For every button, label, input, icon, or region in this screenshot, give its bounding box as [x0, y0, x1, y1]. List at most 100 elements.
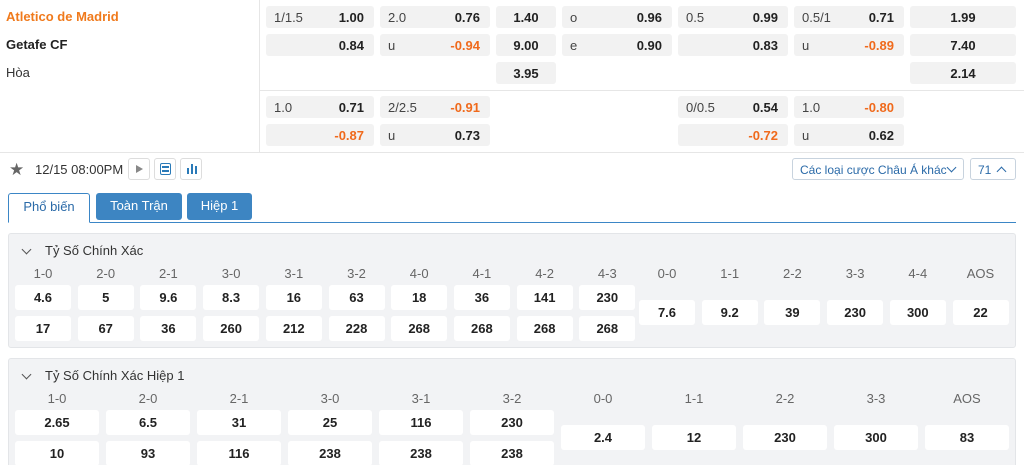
alt-h1-handicap-odds-cell[interactable]: -0.72	[678, 124, 788, 146]
score-odds-draw[interactable]: 7.6	[639, 300, 695, 325]
home-team-name[interactable]: Atletico de Madrid	[6, 9, 119, 24]
score-odds-home[interactable]: 25	[288, 410, 372, 435]
score-label: 2-1	[229, 391, 249, 406]
1x2-odds-cell[interactable]: 9.00	[496, 34, 556, 56]
tab-full-match[interactable]: Toàn Trận	[96, 193, 182, 220]
score-odds-away[interactable]: 238	[379, 441, 463, 465]
tab-first-half[interactable]: Hiệp 1	[187, 193, 252, 220]
chevron-up-icon	[996, 166, 1007, 177]
draw-label: Hòa	[6, 65, 30, 80]
chevron-down-icon	[946, 162, 957, 173]
score-odds-home[interactable]: 2.65	[15, 410, 99, 435]
score-odds-draw[interactable]: 2.4	[561, 425, 645, 450]
score-label: 3-2	[502, 391, 522, 406]
alt-handicap-odds-cell[interactable]: 1.0 0.71	[266, 96, 374, 118]
score-label: 0-0	[657, 266, 677, 281]
score-odds-draw[interactable]: 39	[764, 300, 821, 325]
score-odds-draw[interactable]: 300	[889, 300, 946, 325]
alt-h1-overunder-odds-cell[interactable]: u 0.62	[794, 124, 904, 146]
overunder-odds-cell[interactable]: u -0.94	[380, 34, 490, 56]
h1-handicap-odds-cell[interactable]: 0.5 0.99	[678, 6, 788, 28]
score-odds-home[interactable]: 116	[379, 410, 463, 435]
score-odds-draw[interactable]: 230	[827, 300, 884, 325]
h1-handicap-odds-cell[interactable]: 0.83	[678, 34, 788, 56]
more-markets-toggle[interactable]: 71	[970, 158, 1016, 180]
score-odds-home[interactable]: 141	[516, 285, 573, 310]
score-odds-home[interactable]: 230	[470, 410, 554, 435]
score-odds-home[interactable]: 63	[328, 285, 385, 310]
score-label: 3-1	[284, 266, 304, 281]
stats-button[interactable]	[180, 158, 202, 180]
alt-overunder-odds-cell[interactable]: u 0.73	[380, 124, 490, 146]
h1-1x2-draw-odds-cell[interactable]: 2.14	[910, 62, 1016, 84]
handicap-odds-cell[interactable]: 0.84	[266, 34, 374, 56]
1x2-odds-cell[interactable]: 1.40	[496, 6, 556, 28]
favorite-star-icon[interactable]: ★	[9, 160, 25, 179]
h1-1x2-odds-cell[interactable]: 7.40	[910, 34, 1016, 56]
handicap-odds-cell[interactable]: 1/1.5 1.00	[266, 6, 374, 28]
score-odds-away[interactable]: 228	[328, 316, 385, 341]
score-label: 3-3	[866, 391, 886, 406]
list-view-button[interactable]	[154, 158, 176, 180]
score-odds-away[interactable]: 10	[15, 441, 99, 465]
score-odds-away[interactable]: 260	[203, 316, 260, 341]
score-label: 3-3	[845, 266, 865, 281]
score-odds-away[interactable]: 268	[453, 316, 510, 341]
score-odds-draw[interactable]: 22	[952, 300, 1009, 325]
score-odds-draw[interactable]: 300	[834, 425, 918, 450]
h1-overunder-odds-cell[interactable]: 0.5/1 0.71	[794, 6, 904, 28]
score-odds-home[interactable]: 18	[391, 285, 448, 310]
score-odds-away[interactable]: 268	[579, 316, 636, 341]
oddeven-odds-cell[interactable]: e 0.90	[562, 34, 672, 56]
score-odds-draw[interactable]: 230	[743, 425, 827, 450]
score-odds-away[interactable]: 238	[288, 441, 372, 465]
alt-handicap-odds-cell[interactable]: -0.87	[266, 124, 374, 146]
h1-1x2-odds-cell[interactable]: 1.99	[910, 6, 1016, 28]
score-odds-away[interactable]: 36	[140, 316, 197, 341]
score-odds-away[interactable]: 268	[516, 316, 573, 341]
score-odds-away[interactable]: 67	[77, 316, 134, 341]
overunder-odds-cell[interactable]: 2.0 0.76	[380, 6, 490, 28]
section-title[interactable]: Tỷ Số Chính Xác	[45, 243, 144, 258]
section-title[interactable]: Tỷ Số Chính Xác Hiệp 1	[45, 368, 185, 383]
score-odds-home[interactable]: 9.6	[140, 285, 197, 310]
score-odds-away[interactable]: 116	[197, 441, 281, 465]
score-label: 1-0	[47, 391, 67, 406]
score-odds-home[interactable]: 36	[453, 285, 510, 310]
score-label: 1-0	[33, 266, 53, 281]
score-odds-away[interactable]: 238	[470, 441, 554, 465]
score-label: 4-3	[597, 266, 617, 281]
score-label: 3-2	[347, 266, 366, 281]
score-label: 3-1	[411, 391, 431, 406]
score-odds-away[interactable]: 17	[15, 316, 71, 341]
score-odds-away[interactable]: 212	[265, 316, 322, 341]
alt-h1-overunder-odds-cell[interactable]: 1.0 -0.80	[794, 96, 904, 118]
score-odds-home[interactable]: 8.3	[203, 285, 260, 310]
alt-overunder-odds-cell[interactable]: 2/2.5 -0.91	[380, 96, 490, 118]
score-odds-home[interactable]: 31	[197, 410, 281, 435]
1x2-draw-odds-cell[interactable]: 3.95	[496, 62, 556, 84]
score-label: 4-2	[535, 266, 554, 281]
h1-overunder-odds-cell[interactable]: u -0.89	[794, 34, 904, 56]
score-odds-away[interactable]: 93	[106, 441, 190, 465]
collapse-chevron-icon[interactable]	[21, 244, 32, 255]
alt-h1-handicap-odds-cell[interactable]: 0/0.5 0.54	[678, 96, 788, 118]
bet-type-dropdown[interactable]: Các loại cược Châu Á khác	[792, 158, 964, 180]
score-odds-home[interactable]: 5	[77, 285, 134, 310]
score-odds-home[interactable]: 230	[579, 285, 636, 310]
score-odds-home[interactable]: 6.5	[106, 410, 190, 435]
score-label: 0-0	[593, 391, 613, 406]
score-odds-away[interactable]: 268	[391, 316, 448, 341]
collapse-chevron-icon[interactable]	[21, 369, 32, 380]
odds-bottom-divider	[0, 152, 1024, 153]
score-odds-draw[interactable]: 12	[652, 425, 736, 450]
oddeven-odds-cell[interactable]: o 0.96	[562, 6, 672, 28]
score-odds-draw[interactable]: 83	[925, 425, 1009, 450]
score-odds-draw[interactable]: 9.2	[701, 300, 758, 325]
score-odds-home[interactable]: 4.6	[15, 285, 71, 310]
away-team-name[interactable]: Getafe CF	[6, 37, 68, 52]
score-label: 1-1	[720, 266, 740, 281]
score-odds-home[interactable]: 16	[265, 285, 322, 310]
play-video-button[interactable]	[128, 158, 150, 180]
tab-popular[interactable]: Phổ biến	[8, 193, 90, 223]
